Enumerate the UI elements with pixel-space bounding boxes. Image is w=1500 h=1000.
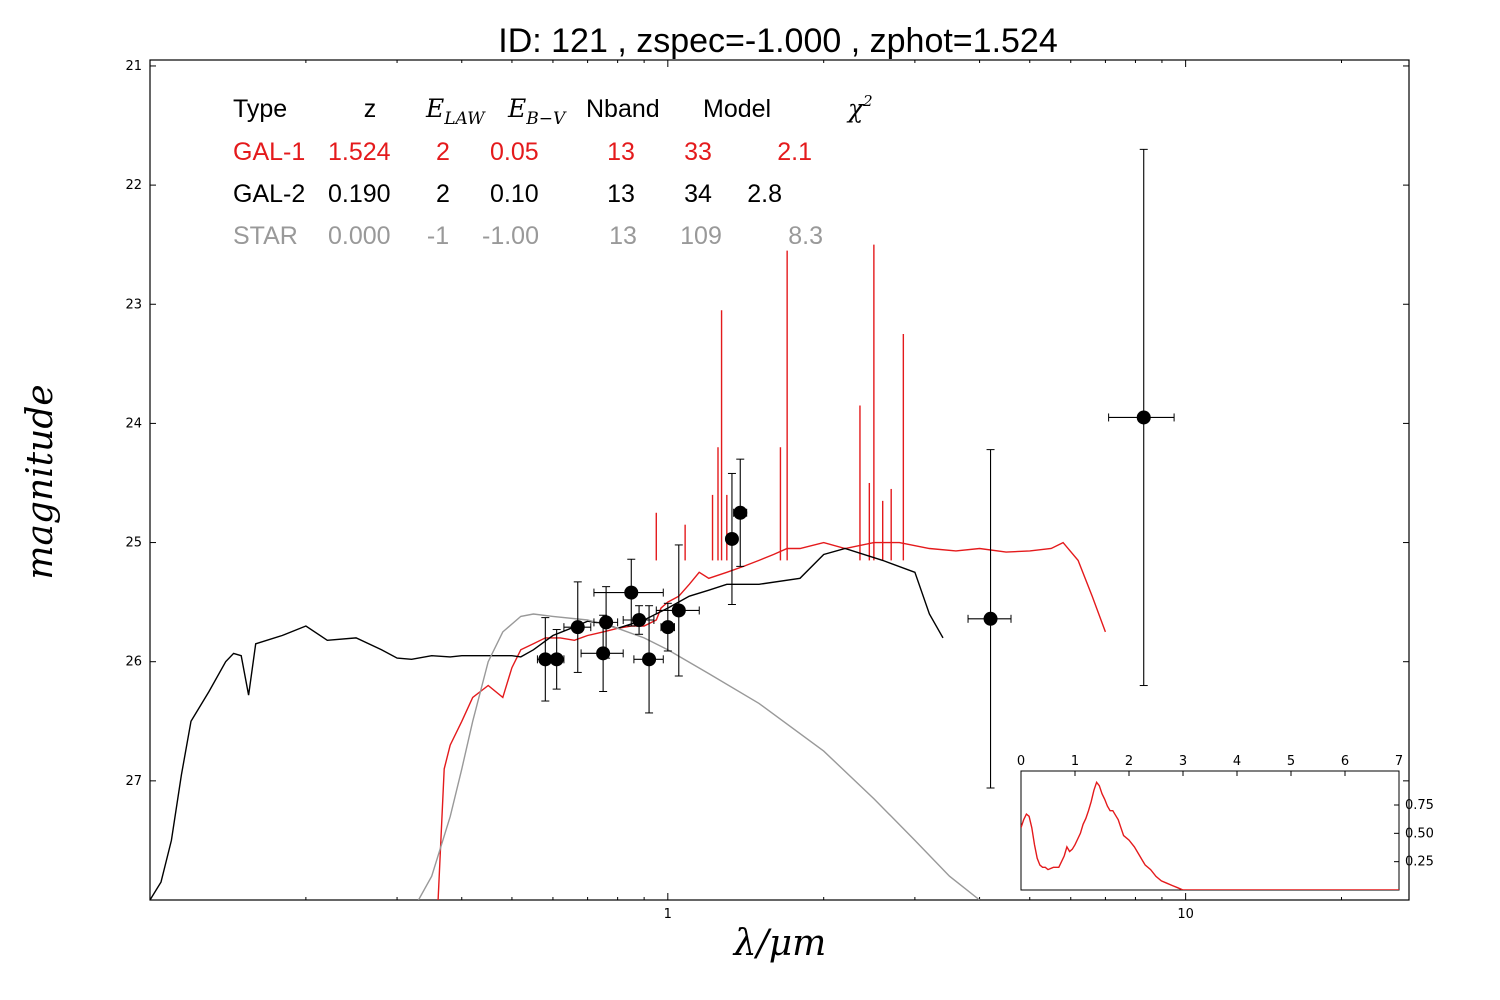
- y-tick-label: 21: [125, 59, 142, 74]
- table-header-e_law: ELAW: [425, 94, 486, 129]
- table-cell-star: -1.00: [482, 222, 539, 250]
- inset-y-tick-label: 0.50: [1405, 826, 1434, 841]
- table-cell-gal2: 0.190: [328, 180, 391, 208]
- data-point: [599, 615, 614, 630]
- table-cell-gal1: 33: [684, 138, 712, 166]
- data-point: [983, 611, 998, 626]
- table-header-z: z: [364, 95, 377, 123]
- y-tick-label: 26: [125, 655, 142, 670]
- x-tick-label: 10: [1177, 907, 1194, 922]
- inset-x-tick-label: 6: [1341, 754, 1349, 769]
- inset-y-tick-label: 0.25: [1405, 855, 1434, 870]
- y-tick-label: 24: [125, 416, 142, 431]
- photometry-points: [536, 148, 1175, 789]
- inset-x-tick-label: 0: [1017, 754, 1025, 769]
- data-point: [733, 505, 748, 520]
- y-tick-label: 22: [125, 178, 142, 193]
- inset-y-tick-label: 0.75: [1405, 798, 1434, 813]
- data-point: [642, 652, 657, 667]
- data-point: [671, 603, 686, 618]
- series-gal-2-line: [150, 547, 944, 900]
- data-point: [724, 531, 739, 546]
- table-cell-gal2: 34: [684, 180, 712, 208]
- series-gal-1-line: [437, 541, 1107, 900]
- table-header-nband: Nband: [586, 95, 660, 123]
- data-point: [570, 620, 585, 635]
- inset-x-tick-label: 4: [1233, 754, 1241, 769]
- series-star-line: [417, 613, 981, 900]
- table-header-type: Type: [233, 95, 287, 123]
- pdz-curve: [1021, 780, 1399, 890]
- table-cell-star: 13: [609, 222, 637, 250]
- table-cell-star: -1: [427, 222, 449, 250]
- table-header-e_b-v: EB−V: [507, 94, 567, 129]
- y-tick-label: 23: [125, 297, 142, 312]
- fit-table: Type z ELAW EB−V Nband Model χ2 GAL-1 1.524 2 0.05…: [233, 92, 873, 250]
- chart-title: ID: 121 , zspec=-1.000 , zphot=1.524: [498, 22, 1058, 60]
- inset-frame: [1020, 770, 1400, 891]
- data-point: [632, 613, 647, 627]
- table-cell-gal2: 2: [436, 180, 450, 208]
- table-cell-star: STAR: [233, 222, 298, 250]
- table-cell-gal1: 2: [436, 138, 450, 166]
- inset-axis-ticks: 0 1 2 3 4 5 6 7 0.25 0.50 0.75: [1017, 754, 1434, 870]
- table-cell-gal1: 1.524: [328, 138, 391, 166]
- pdz-line: [1021, 780, 1399, 890]
- inset-x-tick-label: 7: [1395, 754, 1403, 769]
- inset-x-tick-label: 1: [1071, 754, 1079, 769]
- data-point: [549, 652, 564, 667]
- table-cell-star: 109: [680, 222, 722, 250]
- data-point: [1136, 410, 1151, 425]
- table-cell-gal1: 0.05: [490, 138, 539, 166]
- table-cell-gal1: 13: [607, 138, 635, 166]
- table-cell-gal2: GAL-2: [233, 180, 305, 208]
- table-cell-gal2: 2.8: [747, 180, 782, 208]
- y-axis-label: magnitude: [20, 384, 61, 579]
- table-cell-gal1: GAL-1: [233, 138, 305, 166]
- inset-x-tick-label: 5: [1287, 754, 1295, 769]
- model-spectra: [150, 244, 1107, 900]
- data-point: [624, 585, 639, 600]
- table-header-model: Model: [703, 95, 771, 123]
- table-cell-gal1: 2.1: [777, 138, 812, 166]
- pdz-inset: 0 1 2 3 4 5 6 7 0.25 0.50 0.75: [1017, 754, 1434, 891]
- table-header-chi2: χ2: [846, 92, 873, 123]
- plot-frame: [149, 59, 1410, 901]
- x-tick-label: 1: [664, 907, 672, 922]
- y-tick-label: 25: [125, 536, 142, 551]
- table-cell-star: 0.000: [328, 222, 391, 250]
- table-cell-gal2: 13: [607, 180, 635, 208]
- table-cell-gal2: 0.10: [490, 180, 539, 208]
- inset-x-tick-label: 2: [1125, 754, 1133, 769]
- inset-x-tick-label: 3: [1179, 754, 1187, 769]
- data-point: [660, 620, 675, 635]
- x-axis-label: λ/μm: [732, 923, 826, 964]
- table-cell-star: 8.3: [788, 222, 823, 250]
- y-tick-label: 27: [125, 774, 142, 789]
